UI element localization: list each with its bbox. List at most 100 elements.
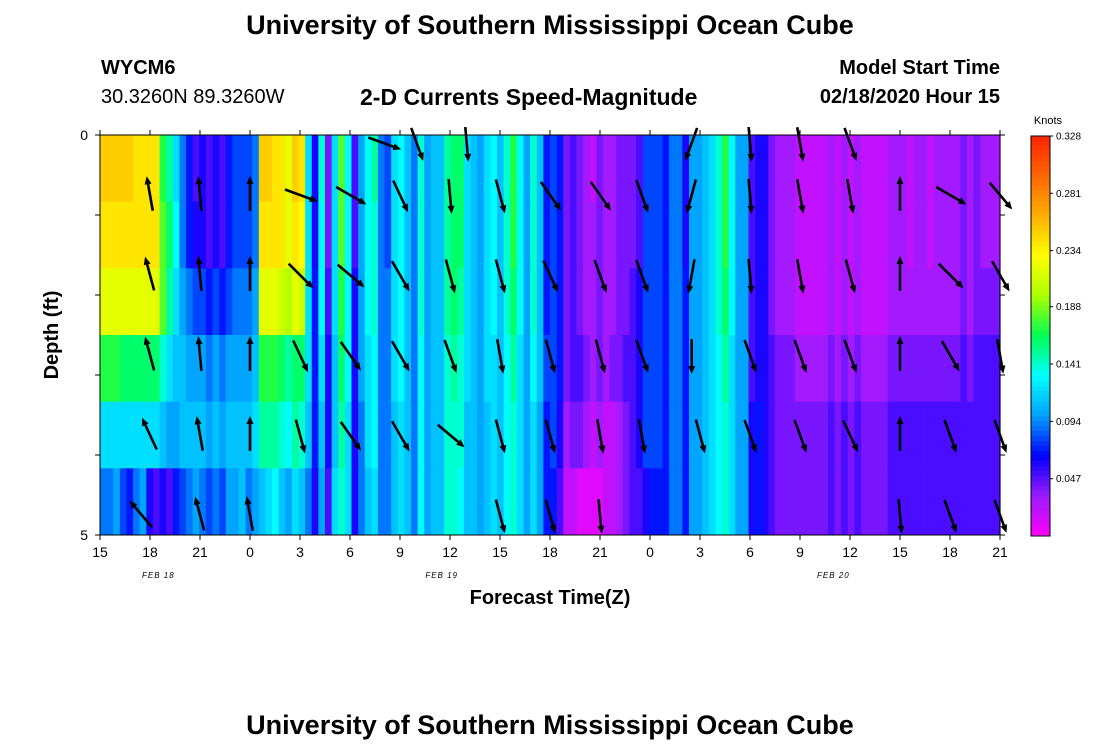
heatmap-cell <box>682 201 690 269</box>
heatmap-cell <box>344 468 353 536</box>
heatmap-cell <box>298 135 306 203</box>
heatmap-cell <box>933 201 942 269</box>
heatmap-cell <box>305 268 313 336</box>
heatmap-cell <box>583 268 591 336</box>
heatmap-cell <box>986 468 994 536</box>
heatmap-cell <box>238 401 247 469</box>
colorbar-segment <box>1031 266 1050 272</box>
heatmap-cell <box>960 135 968 203</box>
y-axis-label: Depth (ft) <box>41 291 63 380</box>
colorbar-segment <box>1031 221 1050 227</box>
colorbar-segment <box>1031 391 1050 397</box>
x-tick-label: 9 <box>796 544 804 560</box>
heatmap-cell <box>735 268 743 336</box>
current-arrow <box>542 259 559 293</box>
colorbar-segment <box>1031 226 1050 232</box>
heatmap-cell <box>708 268 717 336</box>
heatmap-cell <box>649 135 657 203</box>
current-arrow <box>447 178 455 214</box>
heatmap-cell <box>708 135 717 203</box>
heatmap-cell <box>463 201 472 269</box>
heatmap-cell <box>808 335 816 403</box>
heatmap-cell <box>252 335 260 403</box>
colorbar-segment <box>1031 441 1050 447</box>
heatmap-cell <box>523 401 531 469</box>
current-arrow <box>747 178 755 214</box>
colorbar-segment <box>1031 386 1050 392</box>
colorbar-segment <box>1031 446 1050 452</box>
heatmap-cell <box>523 268 531 336</box>
heatmap-cell <box>225 468 233 536</box>
heatmap-cell <box>113 135 121 203</box>
heatmap-cell <box>119 468 128 536</box>
heatmap-cell <box>543 135 551 203</box>
heatmap-cell <box>669 468 677 536</box>
heatmap-cell <box>133 401 141 469</box>
current-arrow <box>845 179 856 214</box>
heatmap-cell <box>821 201 829 269</box>
colorbar-segment <box>1031 166 1050 172</box>
heatmap-cell <box>205 335 214 403</box>
heatmap-cell <box>291 201 300 269</box>
heatmap-cell <box>100 335 108 403</box>
heatmap-cell <box>139 468 147 536</box>
colorbar-frame <box>1030 135 1051 537</box>
heatmap-cell <box>146 268 154 336</box>
heatmap-cell <box>536 135 544 203</box>
colorbar-segment <box>1031 146 1050 152</box>
heatmap-cell <box>437 468 445 536</box>
heatmap-cell <box>649 268 657 336</box>
heatmap-cell <box>199 335 207 403</box>
colorbar-segment <box>1031 271 1050 277</box>
heatmap-cell <box>576 201 584 269</box>
heatmap-cell <box>662 201 670 269</box>
x-tick-label: 18 <box>142 544 158 560</box>
current-arrow <box>436 423 465 448</box>
heatmap-cell <box>424 335 432 403</box>
heatmap-cell <box>490 268 498 336</box>
heatmap-cell <box>708 401 717 469</box>
heatmap-cell <box>490 468 498 536</box>
heatmap-cell <box>225 201 233 269</box>
heatmap-cell <box>338 468 346 536</box>
heatmap-cell <box>364 468 372 536</box>
heatmap-cell <box>437 201 445 269</box>
heatmap-cell <box>980 201 988 269</box>
colorbar-segment <box>1031 186 1050 192</box>
heatmap-cell <box>748 201 756 269</box>
heatmap-cell <box>569 401 578 469</box>
colorbar-segment <box>1031 416 1050 422</box>
heatmap-cell <box>212 201 220 269</box>
heatmap-cell <box>880 201 889 269</box>
heatmap-cell <box>424 468 432 536</box>
heatmap-cell <box>966 268 975 336</box>
heatmap-cell <box>695 335 703 403</box>
heatmap-cell <box>841 135 849 203</box>
heatmap-cell <box>113 268 121 336</box>
heatmap-cell <box>748 135 756 203</box>
heatmap-cell <box>788 401 796 469</box>
colorbar-segment <box>1031 476 1050 482</box>
heatmap-cell <box>768 335 776 403</box>
station-coordinates: 30.3260N 89.3260W <box>101 86 285 108</box>
heatmap-cell <box>159 268 167 336</box>
heatmap-cell <box>543 201 551 269</box>
heatmap-cell <box>808 268 816 336</box>
heatmap-cell <box>755 135 763 203</box>
heatmap-cell <box>298 201 306 269</box>
heatmap-cell <box>424 135 432 203</box>
heatmap-cell <box>821 468 829 536</box>
x-tick-label: 18 <box>942 544 958 560</box>
heatmap-cell <box>457 201 465 269</box>
heatmap-cell <box>920 335 928 403</box>
heatmap-cell <box>986 201 994 269</box>
heatmap-cell <box>113 335 121 403</box>
current-arrow <box>464 126 472 162</box>
heatmap-cell <box>298 468 306 536</box>
heatmap-cell <box>497 135 505 203</box>
heatmap-cell <box>311 201 319 269</box>
heatmap-cell <box>636 135 644 203</box>
y-tick-label: 5 <box>80 527 88 543</box>
current-arrow <box>246 416 254 451</box>
heatmap-cell <box>993 468 1001 536</box>
